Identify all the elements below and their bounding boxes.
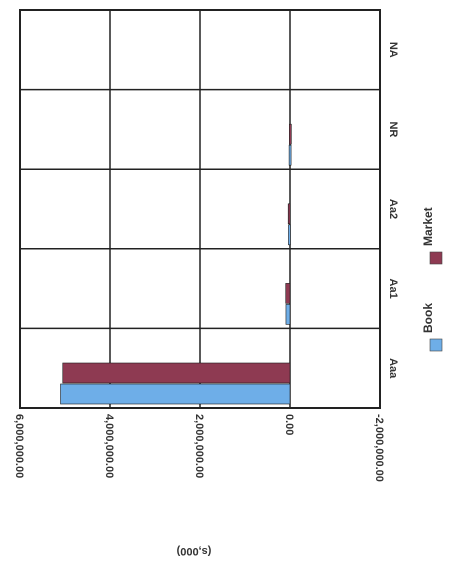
bar-book-aa2: [288, 224, 291, 246]
value-axis: 6,000,000.00 4,000,000.00 2,000,000.00 0.00…: [13, 414, 385, 482]
legend: Book Market: [421, 207, 443, 352]
category-label: NR: [387, 121, 399, 137]
legend-swatch-market: [429, 251, 443, 265]
bar-book-aa1: [285, 304, 291, 325]
bar-market-nr: [289, 123, 292, 145]
legend-swatch-book: [429, 338, 443, 352]
category-axis: Aaa Aa1 Aa2 NR NA: [387, 42, 399, 379]
category-label: Aa2: [387, 199, 399, 219]
plot-frame: [19, 9, 381, 409]
category-label: Aaa: [387, 358, 399, 379]
value-tick-label: 2,000,000.00: [193, 414, 205, 478]
bar-book-aaa: [60, 383, 291, 405]
category-label: NA: [387, 42, 399, 58]
legend-label-book: Book: [421, 303, 435, 333]
axis-unit-label: (s,000): [176, 545, 211, 557]
value-tick-label: -2,000,000.00: [373, 414, 385, 482]
plot-area: [19, 9, 381, 409]
bar-book-nr: [288, 144, 292, 166]
bar-market-aa1: [285, 283, 291, 304]
value-tick-label: 6,000,000.00: [13, 414, 25, 478]
bar-market-aaa: [62, 362, 291, 384]
category-label: Aa1: [387, 279, 399, 299]
bar-market-aa2: [287, 203, 291, 225]
legend-label-market: Market: [421, 207, 435, 246]
value-tick-label: 0.00: [283, 414, 295, 435]
value-tick-label: 4,000,000.00: [103, 414, 115, 478]
